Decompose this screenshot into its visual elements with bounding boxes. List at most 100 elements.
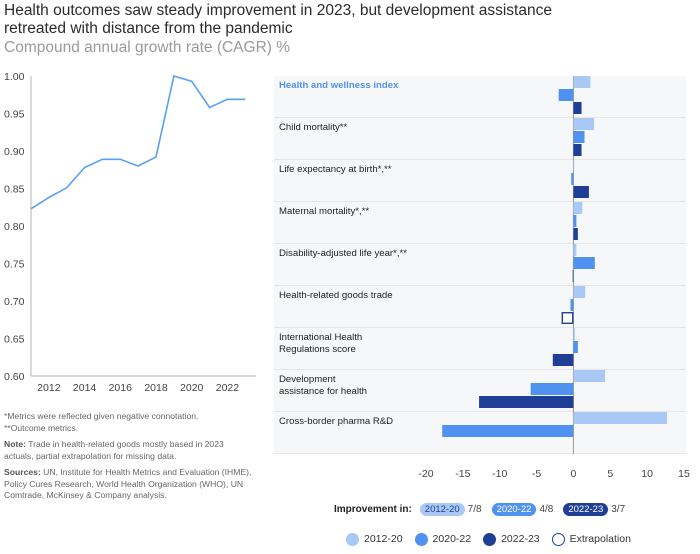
- bar: [573, 286, 586, 298]
- improvement-label: Improvement in:: [334, 503, 412, 515]
- x-tick-label: -10: [492, 468, 507, 480]
- improvement-pill-2020-22: 2020-22: [491, 502, 537, 516]
- legend-item-2020-22: 2020-22: [414, 532, 472, 546]
- footnote-outcome: **Outcome metrics.: [4, 422, 79, 433]
- improvement-count-2012-20: 7/8: [467, 503, 482, 515]
- x-tick-label: 2012: [37, 382, 61, 394]
- note-label: Note:: [4, 439, 26, 449]
- chart-subtitle: Compound annual growth rate (CAGR) %: [4, 39, 291, 56]
- y-tick-label: 0.70: [4, 296, 25, 308]
- category-label: Child mortality**: [279, 122, 348, 133]
- x-tick-label: 15: [678, 468, 690, 480]
- category-label: Regulations score: [279, 344, 356, 355]
- legend-item-extrapolation: Extrapolation: [551, 532, 631, 546]
- bar: [573, 257, 595, 269]
- legend-label-2020-22: 2020-22: [432, 533, 472, 545]
- y-tick-label: 0.65: [4, 334, 25, 346]
- x-tick-label: 10: [641, 468, 653, 480]
- category-band: [274, 202, 686, 243]
- category-label: Disability-adjusted life year*,**: [279, 248, 407, 259]
- x-tick-label: 2014: [73, 382, 97, 394]
- bar: [479, 396, 574, 408]
- bar: [573, 186, 589, 198]
- bar: [573, 412, 668, 424]
- y-tick-label: 0.85: [4, 184, 25, 196]
- bar: [530, 383, 574, 395]
- improvement-count-2020-22: 4/8: [539, 503, 554, 515]
- footnotes: *Metrics were reflected given negative c…: [4, 411, 252, 507]
- legend-item-2022-23: 2022-23: [483, 532, 540, 546]
- chart-title: Health outcomes saw steady improvement i…: [4, 2, 552, 37]
- category-band: [274, 76, 686, 117]
- x-tick-label: 2016: [109, 382, 133, 394]
- bar: [571, 173, 574, 185]
- legend-swatch-2020-22: [414, 532, 428, 546]
- category-band: [274, 328, 686, 369]
- y-tick-label: 0.60: [4, 371, 25, 383]
- bar: [573, 244, 577, 256]
- legend-swatch-extrapolation: [551, 532, 565, 546]
- bar-extrapolated: [561, 312, 574, 325]
- category-band: [274, 286, 686, 327]
- category-label: Life expectancy at birth*,**: [279, 164, 392, 175]
- x-tick-label: 2018: [144, 382, 168, 394]
- bar: [573, 102, 582, 114]
- y-tick-label: 0.75: [4, 259, 25, 271]
- bar: [558, 89, 574, 101]
- bar: [573, 131, 585, 143]
- category-label: Development: [279, 374, 336, 385]
- y-tick-label: 0.95: [4, 109, 25, 121]
- bar: [573, 328, 575, 340]
- x-tick-label: 2020: [180, 382, 204, 394]
- legend-item-2012-20: 2012-20: [346, 532, 403, 546]
- category-band: [274, 244, 686, 285]
- bar: [570, 299, 574, 311]
- x-tick-label: 0: [571, 468, 577, 480]
- x-tick-label: 2022: [216, 382, 240, 394]
- bar: [573, 144, 582, 156]
- x-tick-label: -15: [455, 468, 470, 480]
- bar: [552, 354, 574, 366]
- legend-swatch-2012-20: [346, 532, 359, 546]
- legend: 2012-20 2020-22 2022-23 Extrapolation: [346, 530, 643, 548]
- category-band: [274, 118, 686, 159]
- note-text: Trade in health-related goods mostly bas…: [4, 439, 224, 461]
- legend-label-2012-20: 2012-20: [364, 533, 403, 545]
- improvement-summary: Improvement in: 2012-20 7/8 2020-22 4/8 …: [334, 500, 635, 518]
- y-tick-label: 0.90: [4, 146, 25, 158]
- bar: [442, 425, 574, 437]
- bar: [572, 270, 574, 282]
- legend-label-extrapolation: Extrapolation: [569, 533, 631, 545]
- y-tick-label: 0.80: [4, 221, 25, 233]
- footnote-metrics: *Metrics were reflected given negative c…: [4, 411, 199, 421]
- bar: [573, 118, 595, 130]
- bar: [573, 228, 578, 240]
- bar: [573, 76, 591, 88]
- category-label: Cross-border pharma R&D: [279, 416, 393, 427]
- x-tick-label: 5: [607, 468, 613, 480]
- y-tick-label: 1.00: [4, 71, 25, 83]
- improvement-pill-2022-23: 2022-23: [563, 502, 609, 516]
- category-band: [274, 160, 686, 201]
- x-tick-label: -20: [418, 468, 433, 480]
- improvement-pill-2012-20: 2012-20: [419, 502, 465, 516]
- legend-swatch-2022-23: [483, 532, 497, 546]
- category-label: Maternal mortality*,**: [279, 206, 369, 217]
- bar: [573, 160, 575, 172]
- legend-label-2022-23: 2022-23: [501, 533, 540, 545]
- bar: [573, 215, 577, 227]
- bar: [573, 202, 583, 214]
- category-label: Health-related goods trade: [279, 290, 393, 301]
- sources-text: UN, Institute for Health Metrics and Eva…: [4, 467, 252, 500]
- category-label: International Health: [279, 332, 362, 343]
- improvement-count-2022-23: 3/7: [611, 503, 626, 515]
- bar: [573, 341, 578, 353]
- series-line: [30, 74, 246, 210]
- x-tick-label: -5: [532, 468, 541, 480]
- sources-label: Sources:: [4, 467, 41, 477]
- bar: [573, 370, 606, 382]
- category-label: Health and wellness index: [279, 80, 399, 91]
- category-label: assistance for health: [279, 386, 367, 397]
